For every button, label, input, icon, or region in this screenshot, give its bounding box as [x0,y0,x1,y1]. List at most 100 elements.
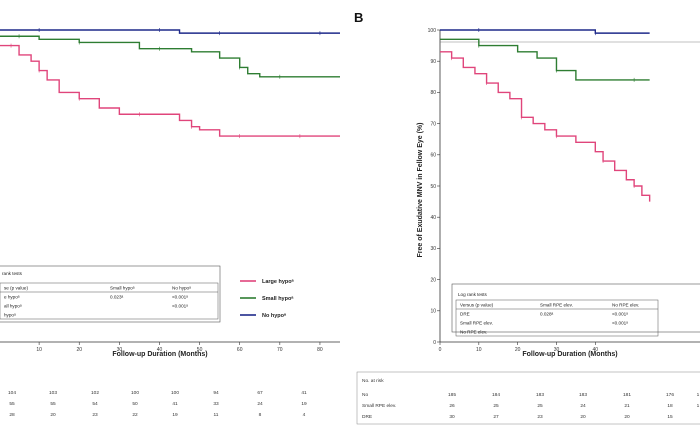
panel-b-y-tick-label: 100 [428,28,437,34]
panel-a-stat-cell: hypoᵃ [4,313,16,318]
panel-a-stat-cell: <0.001ᵃ [172,295,188,300]
panel-b-y-tick-label: 80 [430,90,436,96]
panel-a-curve-small [0,35,340,78]
panel-a-stat-table: se (p value) Small hypoᵃ No hypoᵃ e hypoᵃ 0.… [0,282,219,320]
panel-a-stat-header: No hypoᵃ [172,286,191,291]
panel-b-stat-cell: Small RPE elev. [460,321,493,326]
panel-a-x-tick-label: 80 [317,347,323,353]
panel-a-risk-value: 100 [171,390,179,396]
panel-b-y-tick-label: 20 [430,277,436,283]
panel-b: Free of Exudative MNV in Fellow Eye (%) … [356,28,700,425]
panel-b-x-tick-label: 30 [554,347,560,353]
panel-b-stat-cell: <0.001ᵃ [612,321,628,326]
panel-b-risk-value: 23 [537,414,543,420]
panel-b-risk-value: 30 [449,414,455,420]
panel-b-risk-value: 183 [579,392,587,398]
legend-label: No hypoᵃ [262,313,287,319]
panel-b-y-tick-label: 50 [430,184,436,190]
panel-a-x-tick-label: 30 [117,347,123,353]
panel-b-risk-value: 183 [536,392,544,398]
panel-a-x-tick-label: 20 [76,347,82,353]
panel-b-risk-value: 21 [624,403,630,409]
panel-a-risk-value: 11 [214,412,219,418]
panel-a-risk-value: 20 [50,412,56,418]
panel-a-risk-value: 19 [172,412,178,418]
panel-a-risk-value: 67 [257,390,263,396]
panel-b-x-tick-label: 20 [515,347,521,353]
panel-letter-b: B [354,10,363,25]
panel-a-x-tick-label: 40 [157,347,163,353]
panel-b-risk-value: 1 [697,392,700,398]
panel-b-y-tick-label: 30 [430,246,436,252]
panel-b-x-axis-title: Follow-up Duration (Months) [522,351,617,358]
panel-a-risk-value: 104 [8,390,16,396]
panel-b-y-tick-label: 0 [433,340,436,346]
panel-a-risk-value: 54 [92,401,98,407]
panel-b-x-tick-label: 0 [439,347,442,353]
panel-a-x-axis-title: Follow-up Duration (Months) [112,351,207,358]
panel-b-risk-box [356,371,700,425]
panel-a-risk-value: 4 [303,412,306,418]
panel-b-y-tick-label: 40 [430,215,436,221]
panel-b-x-tick-label: 10 [476,347,482,353]
legend-label: Large hypoᵃ [262,279,295,285]
panel-b-curve-none [440,29,650,34]
panel-a-risk-value: 94 [213,390,219,396]
panel-b-risk-value: 15 [667,414,673,420]
panel-a-risk-value: 22 [132,412,138,418]
panel-a-risk-value: 28 [9,412,15,418]
panel-b-y-tick-label: 60 [430,153,436,159]
panel-b-risk-header: No. at risk [362,378,384,384]
panel-b-y-axis-title: Free of Exudative MNV in Fellow Eye (%) [417,123,424,258]
panel-a-risk-value: 100 [131,390,139,396]
panel-b-risk-value: 20 [580,414,586,420]
panel-b-risk-value: 176 [666,392,674,398]
panel-a-risk-table: 104 103 102 100 100 94 67 41 55 55 54 50 41 33 24 19 28 2… [8,390,307,418]
panel-b-risk-row-label: Small RPE elev. [362,403,396,409]
panel-b-risk-value: 181 [623,392,631,398]
panel-b-risk-value: 24 [580,403,586,409]
panel-a-risk-value: 41 [172,401,178,407]
panel-b-risk-row-label: No [362,392,368,398]
panel-a-legend: Large hypoᵃ Small hypoᵃ No hypoᵃ [240,279,295,319]
panel-b-risk-row-label: DRE [362,414,372,420]
panel-b-stat-cell: 0.028ᵃ [540,312,553,317]
panel-a-curve-large [0,44,340,137]
panel-b-stat-header: Versus (p value) [460,303,494,308]
legend-label: Small hypoᵃ [262,296,294,302]
panel-b-risk-value: 18 [667,403,673,409]
panel-a-stat-cell: all hypoᵃ [4,304,22,309]
panel-b-stat-table: Versus (p value) Small RPE elev. No RPE el… [455,299,659,337]
panel-a-stat-cell: <0.001ᵃ [172,304,188,309]
panel-a-stat-header: se (p value) [4,286,28,291]
panel-b-curve-small [440,38,650,81]
panel-b-x-tick-label: 40 [593,347,599,353]
panel-b-risk-value: 26 [449,403,455,409]
panel-b-risk-value: 1 [697,403,700,409]
panel-b-risk-value: 25 [537,403,543,409]
panel-a-risk-value: 23 [92,412,98,418]
panel-b-y-tick-label: 10 [430,309,436,315]
panel-a-risk-value: 55 [50,401,56,407]
panel-a-risk-value: 55 [9,401,15,407]
panel-b-x-ticks: 0 10 20 30 40 [439,342,599,353]
panel-a-risk-value: 8 [259,412,262,418]
panel-a-stat-cell: 0.023ᵃ [110,295,123,300]
panel-b-stat-cell: DRE [460,312,470,317]
panel-b-risk-value: 25 [493,403,499,409]
panel-a-x-ticks: 10 20 30 40 50 60 70 80 [36,342,323,353]
panel-a-stat-cell: e hypoᵃ [4,295,20,300]
panel-a-stat-grid [0,282,219,320]
panel-a: 10 20 30 40 50 60 70 80 Follow-up Duration (Mon… [0,28,340,418]
panel-a-risk-value: 103 [49,390,57,396]
panel-b-risk-value: 184 [492,392,500,398]
panel-a-risk-value: 24 [257,401,263,407]
panel-a-x-tick-label: 10 [36,347,42,353]
panel-a-logrank-box [0,265,221,323]
panel-a-curve-none [0,29,340,34]
panel-a-risk-value: 33 [213,401,219,407]
panel-a-risk-value: 19 [301,401,307,407]
